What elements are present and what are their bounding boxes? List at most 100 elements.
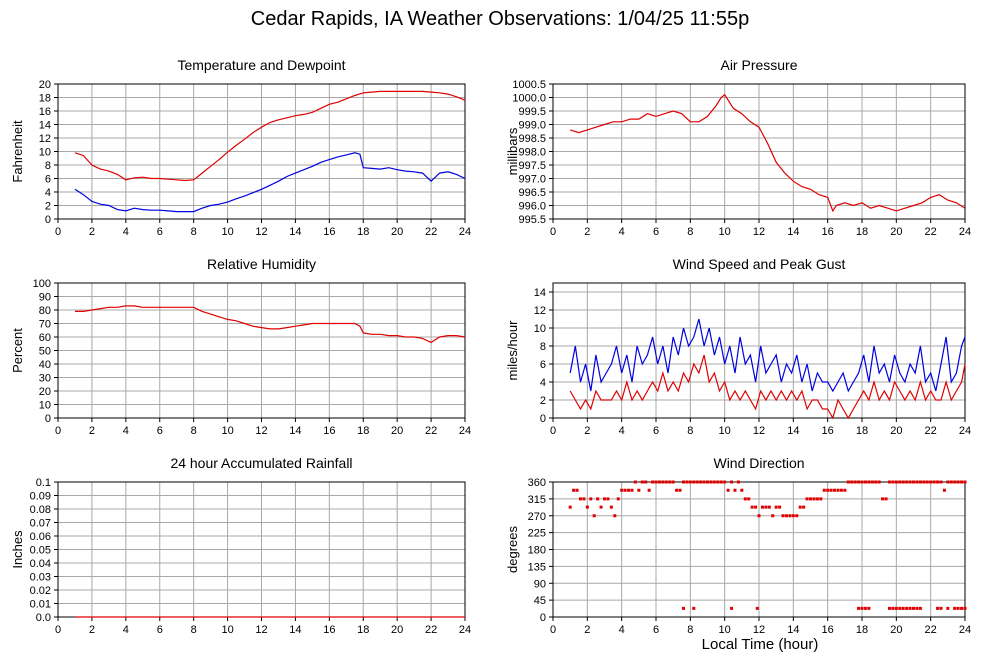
data-point	[960, 606, 964, 610]
data-point	[963, 480, 967, 484]
x-tick-label: 20	[391, 425, 403, 437]
x-tick-label: 12	[255, 425, 267, 437]
x-tick-label: 4	[123, 226, 129, 238]
data-point	[894, 480, 898, 484]
y-tick-label: 315	[528, 494, 546, 506]
data-point	[949, 480, 953, 484]
data-point	[860, 480, 864, 484]
x-tick-label: 22	[425, 226, 437, 238]
x-tick-label: 10	[221, 624, 233, 636]
x-tick-label: 2	[89, 425, 95, 437]
plot-frame	[552, 282, 966, 419]
x-tick-label: 0	[55, 226, 61, 238]
data-point	[809, 497, 812, 501]
x-tick-label: 12	[753, 624, 765, 636]
x-tick-label: 2	[584, 425, 590, 437]
y-tick-label: 12	[39, 133, 51, 145]
x-tick-label: 12	[753, 226, 765, 238]
data-point	[592, 514, 596, 518]
y-tick-label: 30	[39, 373, 51, 385]
data-point	[960, 480, 964, 484]
x-tick-label: 8	[191, 624, 197, 636]
x-tick-label: 20	[391, 624, 403, 636]
y-tick-label: 996.0	[518, 201, 546, 213]
y-tick-label: 0.04	[30, 558, 51, 570]
data-point	[712, 480, 716, 484]
data-point	[699, 480, 703, 484]
data-point	[726, 488, 730, 492]
data-point	[585, 505, 589, 509]
x-tick-label: 8	[191, 425, 197, 437]
data-point	[706, 480, 709, 484]
y-tick-label: 20	[39, 79, 51, 91]
data-point	[747, 497, 751, 501]
x-tick-label: 18	[357, 226, 369, 238]
data-point	[719, 480, 723, 484]
data-point	[908, 480, 912, 484]
x-tick-label: 10	[221, 226, 233, 238]
data-point	[730, 606, 734, 610]
x-tick-label: 18	[357, 425, 369, 437]
data-point	[572, 488, 576, 492]
data-point	[918, 480, 922, 484]
x-tick-label: 16	[822, 226, 834, 238]
y-tick-label: 18	[39, 93, 51, 105]
series-line-2	[74, 152, 466, 213]
x-tick-label: 6	[157, 624, 163, 636]
y-tick-label: 180	[528, 545, 546, 557]
x-tick-label: 6	[653, 425, 659, 437]
data-point	[644, 480, 648, 484]
x-tick-label: 16	[323, 226, 335, 238]
y-tick-label: 999.5	[518, 106, 546, 118]
data-point	[651, 480, 655, 484]
data-point	[912, 606, 915, 610]
data-point	[630, 488, 634, 492]
data-point	[764, 505, 768, 509]
x-tick-label: 4	[123, 624, 129, 636]
data-point	[778, 505, 782, 509]
plot-frame	[552, 83, 966, 220]
data-point	[956, 480, 960, 484]
data-point	[640, 480, 644, 484]
x-tick-label: 22	[925, 226, 937, 238]
y-tick-label: 0.07	[30, 518, 51, 530]
y-tick-label: 998.0	[518, 147, 546, 159]
data-point	[822, 488, 826, 492]
data-point	[578, 497, 582, 501]
x-tick-label: 6	[653, 226, 659, 238]
x-tick-label: 4	[619, 425, 625, 437]
data-point	[692, 480, 696, 484]
x-tick-label: 14	[289, 425, 301, 437]
data-point	[936, 606, 940, 610]
data-point	[850, 480, 854, 484]
y-tick-label: 6	[540, 359, 546, 371]
data-point	[664, 480, 668, 484]
x-tick-label: 24	[959, 624, 971, 636]
x-axis-label: Local Time (hour)	[701, 636, 819, 653]
y-tick-label: 6	[45, 174, 51, 186]
data-point	[805, 497, 809, 501]
data-point	[692, 606, 696, 610]
y-tick-label: 8	[45, 160, 51, 172]
x-tick-label: 2	[584, 226, 590, 238]
data-point	[932, 480, 936, 484]
x-tick-label: 20	[890, 425, 902, 437]
data-point	[771, 514, 775, 518]
data-point	[836, 488, 840, 492]
data-point	[891, 480, 895, 484]
x-tick-label: 6	[653, 624, 659, 636]
series-line-1	[75, 305, 466, 344]
data-point	[788, 514, 792, 518]
data-point	[609, 505, 613, 509]
data-point	[887, 606, 891, 610]
data-point	[654, 480, 658, 484]
x-tick-label: 10	[719, 425, 731, 437]
x-tick-label: 0	[55, 624, 61, 636]
data-point	[939, 480, 943, 484]
data-point	[695, 480, 699, 484]
data-point	[839, 488, 843, 492]
x-tick-label: 16	[822, 425, 834, 437]
